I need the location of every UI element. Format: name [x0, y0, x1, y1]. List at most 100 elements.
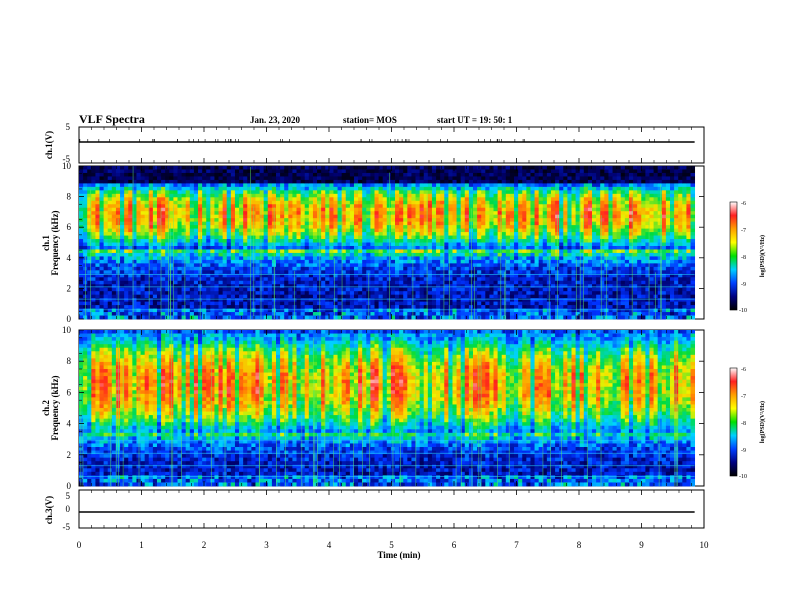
spectrogram-cell [436, 169, 441, 174]
spectrogram-cell [222, 291, 228, 296]
spectrogram-cell [489, 284, 494, 289]
spectrogram-cell [395, 294, 400, 299]
spectrogram-cell [120, 245, 125, 250]
spectrogram-cell [399, 315, 404, 320]
spectrogram-cell [390, 284, 396, 289]
spectrogram-cell [370, 221, 375, 226]
spectrogram-cell [477, 256, 482, 261]
spectrogram-cell [312, 197, 318, 202]
spectrogram-cell [452, 200, 457, 205]
spectrogram-cell [185, 166, 191, 170]
spectrogram-cell [452, 235, 457, 240]
spectrogram-cell [456, 280, 462, 285]
spectrogram-cell [214, 214, 219, 219]
spectrogram-cell [198, 176, 203, 181]
spectrogram-cell [239, 280, 244, 285]
spectrogram-cell [218, 298, 224, 303]
spectrogram-cell [312, 312, 318, 316]
spectrogram-cell [255, 270, 260, 275]
spectrogram-cell [152, 225, 158, 229]
spectrogram-cell [214, 225, 219, 229]
spectrogram-cell [308, 225, 314, 229]
spectrogram-cell [140, 277, 146, 282]
spectrogram-cell [464, 273, 470, 278]
spectrogram-cell [169, 169, 174, 174]
spectrogram-cell [185, 235, 191, 240]
spectrogram-cell [107, 172, 113, 177]
spectrogram-cell [136, 249, 141, 254]
spectrogram-cell [460, 179, 466, 184]
spectrogram-cell [87, 172, 92, 177]
spectrogram-cell [514, 207, 519, 212]
spectrogram-cell [501, 259, 507, 264]
spectrogram-cell [436, 221, 441, 226]
spectrogram-cell [317, 221, 322, 226]
spectrogram-cell [353, 301, 359, 306]
spectrogram-cell [485, 298, 490, 303]
spectrogram-cell [370, 176, 375, 181]
spectrogram-cell [358, 294, 363, 299]
spectrogram-cell [140, 190, 146, 195]
spectrogram-cell [91, 218, 96, 223]
spectrogram-cell [103, 211, 109, 216]
spectrogram-cell [181, 256, 187, 261]
spectrogram-cell [218, 284, 224, 289]
spectrogram-cell [390, 193, 396, 198]
spectrogram-cell [226, 207, 232, 212]
spectrogram-cell [308, 190, 314, 195]
spectrogram-cell [353, 277, 359, 282]
spectrogram-cell [395, 242, 400, 247]
spectrogram-cell [185, 239, 191, 243]
spectrogram-cell [452, 221, 457, 226]
spectrogram-cell [358, 179, 363, 184]
spectrogram-cell [481, 280, 486, 285]
spectrogram-cell [292, 225, 297, 229]
spectrogram-cell [87, 218, 92, 223]
spectrogram-cell [329, 249, 334, 254]
spectrogram-cell [288, 312, 293, 316]
spectrogram-cell [501, 211, 507, 216]
spectrogram-cell [115, 204, 121, 209]
spectrogram-cell [124, 252, 129, 257]
spectrogram-cell [473, 301, 478, 306]
spectrogram-cell [292, 218, 297, 223]
spectrogram-cell [193, 305, 199, 309]
spectrogram-cell [509, 235, 515, 240]
spectrogram-cell [120, 228, 125, 233]
spectrogram-cell [107, 169, 113, 174]
spectrogram-cell [300, 204, 306, 209]
spectrogram-cell [284, 197, 289, 202]
spectrogram-cell [390, 273, 396, 278]
spectrogram-cell [411, 245, 416, 250]
spectrogram-cell [156, 298, 162, 303]
spectrogram-cell [193, 294, 199, 299]
spectrogram-cell [255, 218, 260, 223]
spectrogram-cell [247, 263, 252, 268]
spectrogram-cell [156, 256, 162, 261]
spectrogram-cell [181, 284, 187, 289]
spectrogram-cell [128, 284, 133, 289]
spectrogram-cell [189, 249, 195, 254]
spectrogram-cell [83, 221, 88, 226]
spectrogram-cell [530, 270, 535, 275]
spectrogram-cell [189, 214, 195, 219]
spectrogram-cell [156, 245, 162, 250]
spectrogram-cell [124, 218, 129, 223]
spectrogram-cell [280, 235, 285, 240]
spectrogram-cell [239, 197, 244, 202]
spectrogram-cell [374, 218, 379, 223]
spectrogram-cell [440, 176, 445, 181]
spectrogram-cell [440, 225, 445, 229]
spectrogram-cell [337, 235, 343, 240]
spectrogram-cell [489, 193, 494, 198]
spectrogram-cell [518, 277, 523, 282]
spectrogram-cell [144, 266, 150, 271]
spectrogram-cell [214, 256, 219, 261]
spectrogram-cell [460, 280, 466, 285]
spectrogram-cell [522, 190, 527, 195]
spectrogram-cell [448, 312, 453, 316]
spectrogram-cell [407, 294, 412, 299]
spectrogram-cell [505, 263, 511, 268]
spectrogram-cell [370, 179, 375, 184]
spectrogram-cell [169, 308, 174, 313]
